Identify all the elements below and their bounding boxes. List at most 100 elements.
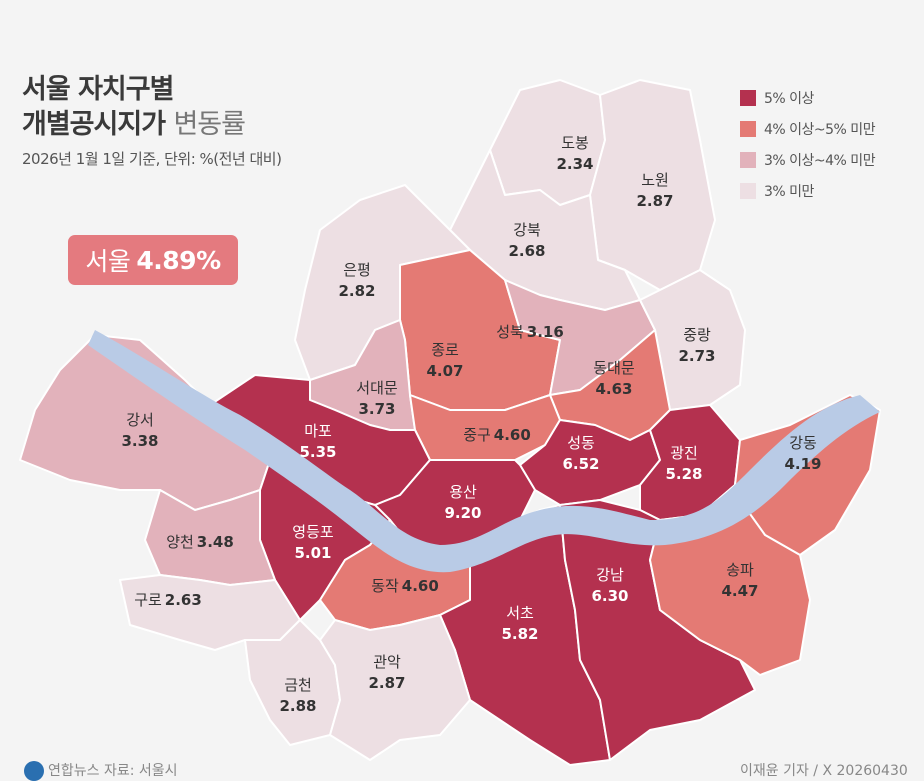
district-name: 용산: [449, 483, 477, 501]
district-value: 2.73: [678, 347, 715, 365]
district-label: 동작 4.60: [371, 577, 439, 595]
subtitle: 2026년 1월 1일 기준, 단위: %(전년 대비): [22, 150, 282, 168]
title-line2-bold: 개별공시지가: [22, 109, 166, 140]
district-value: 9.20: [444, 504, 481, 522]
district-value: 5.28: [665, 465, 702, 483]
district-name: 금천: [284, 676, 312, 694]
legend-label: 3% 이상~4% 미만: [764, 152, 876, 169]
district-value: 4.07: [426, 362, 463, 380]
legend-item-4to5: 4% 이상~5% 미만: [740, 113, 876, 144]
district-value: 5.01: [294, 544, 331, 562]
district-name: 중구: [463, 426, 491, 444]
title-line2-light: 변동률: [173, 109, 246, 140]
district-name: 동작: [371, 577, 399, 595]
district-name: 종로: [431, 341, 459, 359]
district-name: 은평: [343, 261, 371, 279]
district-name: 마포: [304, 422, 332, 440]
district-value: 3.73: [358, 400, 395, 418]
footer-source: 연합뉴스 자료: 서울시: [24, 760, 178, 781]
district-value: 2.87: [636, 192, 673, 210]
legend-swatch: [740, 120, 756, 137]
district-name: 광진: [670, 444, 698, 462]
district-value: 6.52: [562, 455, 599, 473]
district-label: 중랑 2.73: [678, 326, 715, 365]
title-line1: 서울 자치구별: [22, 74, 174, 105]
district-name: 영등포: [292, 523, 334, 541]
district-name: 성북: [496, 323, 524, 341]
district-label: 용산 9.20: [444, 483, 481, 522]
footer-left-text: 연합뉴스 자료: 서울시: [48, 763, 178, 779]
district-label: 도봉 2.34: [556, 134, 593, 173]
yonhap-logo-icon: [24, 761, 44, 781]
district-label: 성동 6.52: [562, 434, 599, 473]
district-label: 강남 6.30: [591, 566, 628, 605]
legend: 5% 이상 4% 이상~5% 미만 3% 이상~4% 미만 3% 미만: [740, 82, 876, 206]
district-value: 2.82: [338, 282, 375, 300]
legend-swatch: [740, 151, 756, 168]
district-label: 중구 4.60: [463, 426, 531, 444]
district-label: 강동 4.19: [784, 434, 821, 473]
district-value: 2.63: [165, 591, 202, 609]
district-value: 2.68: [508, 242, 545, 260]
district-name: 동대문: [593, 359, 635, 377]
district-value: 4.47: [721, 582, 758, 600]
district-value: 2.34: [556, 155, 593, 173]
district-gwanak: [319, 614, 471, 761]
district-label: 종로 4.07: [426, 341, 463, 380]
district-value: 3.38: [121, 432, 158, 450]
legend-swatch: [740, 89, 756, 106]
seoul-summary-badge: 서울 4.89%: [68, 235, 238, 285]
svg-text:구로2.63: 구로 2.63: [134, 591, 202, 609]
district-name: 중랑: [683, 326, 711, 344]
district-name: 강동: [789, 434, 817, 452]
district-label: 서초 5.82: [501, 604, 538, 643]
district-value: 4.19: [784, 455, 821, 473]
legend-label: 4% 이상~5% 미만: [764, 121, 876, 138]
district-value: 5.82: [501, 625, 538, 643]
district-label: 영등포 5.01: [292, 523, 334, 562]
footer-credit: 이재윤 기자 / X 20260430: [740, 763, 908, 779]
legend-label: 5% 이상: [764, 90, 814, 107]
district-value: 4.60: [494, 426, 531, 444]
district-label: 구로 2.63: [134, 591, 202, 609]
district-label: 마포 5.35: [299, 422, 336, 461]
district-name: 송파: [726, 561, 754, 579]
legend-item-over5: 5% 이상: [740, 82, 875, 113]
district-name: 관악: [373, 653, 401, 671]
district-name: 서초: [506, 604, 534, 622]
district-label: 강서 3.38: [121, 411, 158, 450]
district-value: 3.16: [527, 323, 564, 341]
district-label: 광진 5.28: [665, 444, 702, 483]
district-value: 4.60: [402, 577, 439, 595]
district-name: 강북: [513, 221, 541, 239]
legend-swatch: [740, 182, 756, 199]
district-label: 금천 2.88: [279, 676, 316, 715]
svg-text:성북3.16: 성북 3.16: [496, 323, 564, 341]
summary-region: 서울: [85, 247, 131, 276]
district-name: 양천: [166, 533, 194, 551]
district-name: 구로: [134, 591, 162, 609]
district-label: 강북 2.68: [508, 221, 545, 260]
legend-item-3to4: 3% 이상~4% 미만: [740, 144, 876, 175]
district-label: 양천 3.48: [166, 533, 234, 551]
district-value: 5.35: [299, 443, 336, 461]
summary-value: 4.89%: [136, 245, 221, 275]
district-name: 강서: [126, 411, 154, 429]
district-label: 성북 3.16: [496, 323, 564, 341]
district-name: 성동: [567, 434, 595, 452]
legend-item-under3: 3% 미만: [740, 175, 875, 206]
district-value: 6.30: [591, 587, 628, 605]
district-value: 2.87: [368, 674, 405, 692]
district-guro: [119, 574, 301, 651]
district-label: 은평 2.82: [338, 261, 375, 300]
district-name: 노원: [641, 171, 669, 189]
legend-label: 3% 미만: [764, 183, 814, 200]
district-label: 송파 4.47: [721, 561, 758, 600]
svg-text:중구4.60: 중구 4.60: [463, 426, 531, 444]
district-name: 도봉: [561, 134, 589, 152]
district-value: 3.48: [197, 533, 234, 551]
page-title: 서울 자치구별 개별공시지가 변동률: [22, 72, 246, 142]
district-label: 노원 2.87: [636, 171, 673, 210]
district-name: 강남: [596, 566, 624, 584]
